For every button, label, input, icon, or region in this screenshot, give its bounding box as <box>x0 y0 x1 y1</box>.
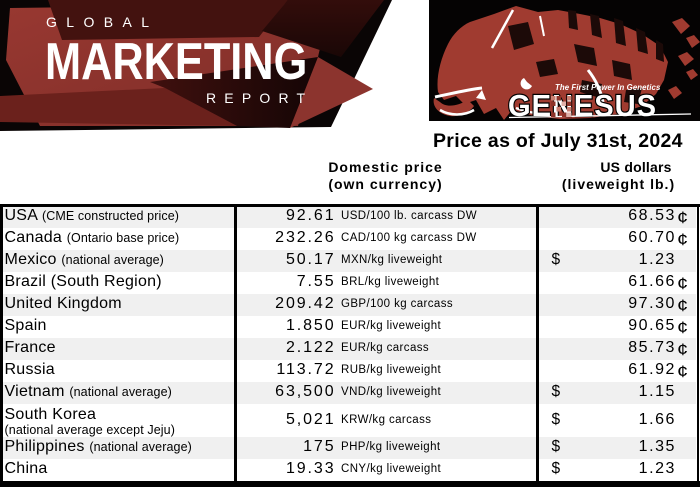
svg-text:GENESUS: GENESUS <box>508 88 657 123</box>
